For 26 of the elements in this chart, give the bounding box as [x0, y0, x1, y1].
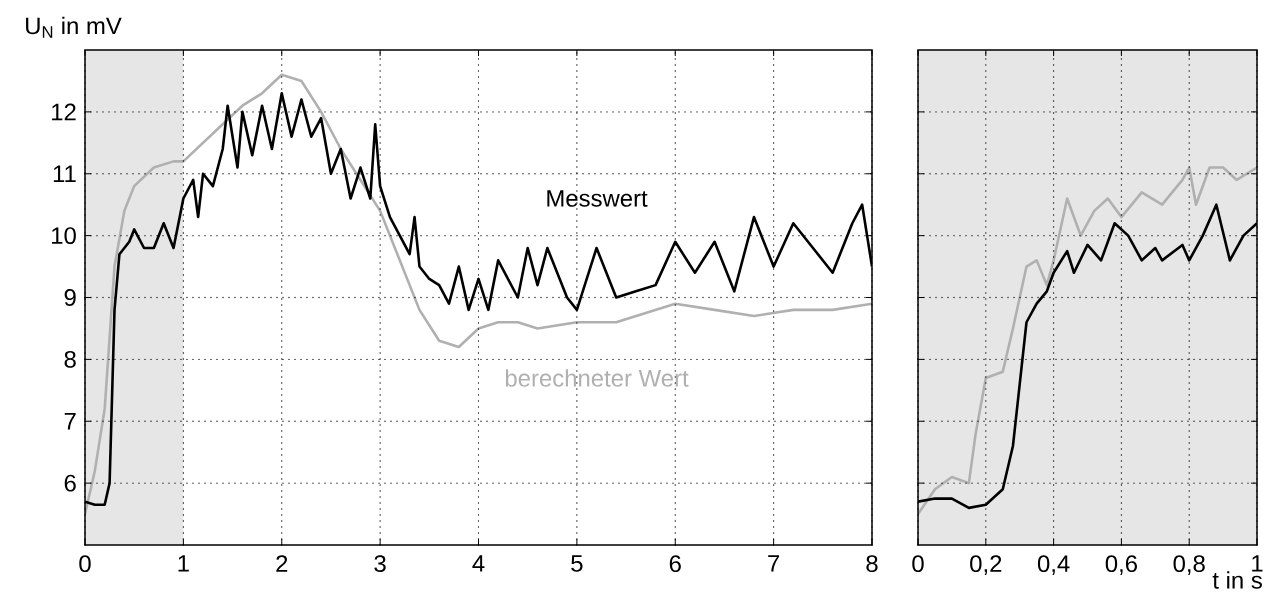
y-tick-label: 12 [52, 103, 76, 121]
x-tick-label: 0,6 [1105, 555, 1137, 575]
x-tick-label: 6 [669, 555, 681, 573]
x-tick-label: 0 [79, 555, 91, 573]
y-tick-label: 7 [64, 413, 76, 430]
series-label: berechneter Wert [505, 369, 689, 387]
x-tick-label: 0,8 [1173, 555, 1205, 575]
x-axis-title: t in s [1212, 571, 1262, 589]
y-axis-title: U$_{N}$ in mV [26, 16, 122, 38]
x-tick-label: 5 [571, 555, 583, 572]
y-tick-label: 10 [52, 227, 76, 245]
x-tick-label: 0,4 [1037, 555, 1070, 575]
y-tick-label: 9 [64, 289, 76, 306]
x-tick-label: 2 [276, 555, 288, 572]
x-tick-label: 1 [1252, 555, 1263, 572]
x-tick-label: 4 [472, 555, 485, 572]
y-tick-label: 11 [53, 165, 76, 182]
y-tick-label: 8 [64, 350, 76, 368]
x-tick-label: 8 [866, 555, 878, 573]
x-tick-label: 0,2 [970, 555, 1002, 575]
x-tick-label: 1 [178, 555, 189, 572]
series-label: Messwert [547, 190, 648, 207]
x-tick-label: 3 [374, 555, 386, 573]
x-tick-label: 7 [768, 555, 780, 572]
x-tick-label: 0 [912, 555, 924, 573]
y-tick-label: 6 [64, 474, 76, 492]
